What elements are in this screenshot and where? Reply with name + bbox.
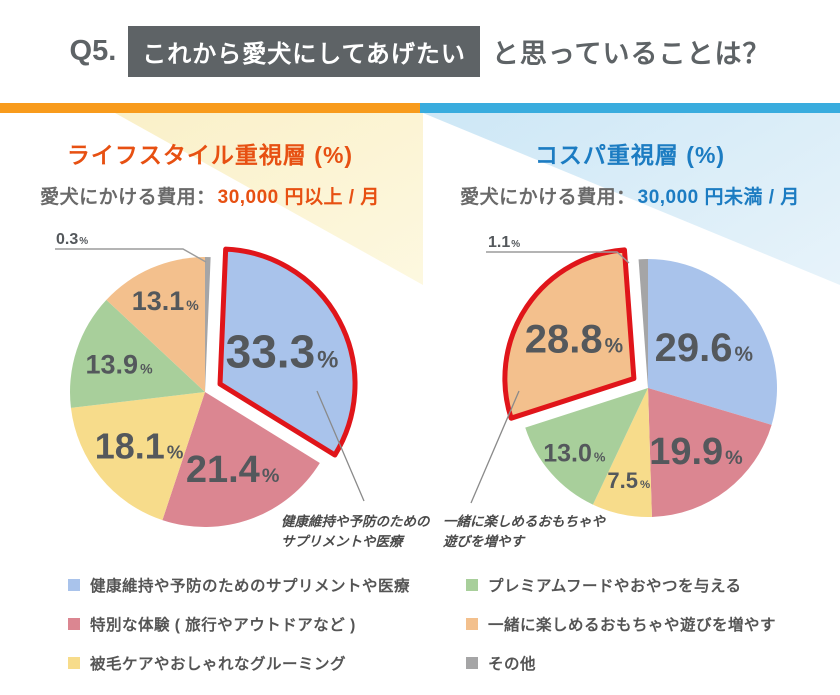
slice-value-label: 7.5%: [607, 468, 650, 493]
legend-label: 被毛ケアやおしゃれなグルーミング: [90, 656, 347, 673]
pie-slice: [205, 257, 211, 392]
legend-item: 健康維持や予防のためのサプリメントや医療: [68, 574, 410, 596]
subtitle-label: 愛犬にかける費用：: [460, 187, 636, 208]
slice-value-label: 13.1%: [132, 286, 200, 316]
legend-column-right: プレミアムフードやおやつを与える一緒に楽しめるおもちゃや遊びを増やす その他: [466, 574, 776, 691]
callout-line: [55, 248, 207, 263]
annotation-text: 遊びを増やす: [443, 534, 526, 549]
slice-value-label: 33.3%: [226, 326, 339, 378]
pie-chart-cospa: 29.6% 19.9 %7.5 %13.0 % 28.8% 1.1% 一緒に楽しめるおもちゃや…: [443, 234, 777, 549]
annotation-text: サプリメントや医療: [281, 534, 405, 549]
pie-slice: [70, 299, 205, 408]
pie-slice: [525, 388, 648, 505]
pie-slice: [648, 388, 772, 517]
subtitle-label: 愛犬にかける費用：: [40, 187, 216, 208]
cospa-chart-subtitle: 愛犬にかける費用： 30,000 円未満 / 月: [420, 182, 840, 209]
callout-value-label: 0.3%: [56, 231, 88, 248]
legend-column-left: 健康維持や予防のためのサプリメントや医療 特別な体験 ( 旅行やアウトドアなど )…: [68, 574, 410, 691]
slice-value-label: 13.9%: [86, 350, 154, 380]
legend-swatch: [466, 618, 478, 630]
legend-label: 健康維持や予防のためのサプリメントや医療: [90, 578, 411, 595]
legend-label: 特別な体験 ( 旅行やアウトドアなど ): [90, 617, 356, 634]
legend-swatch: [466, 579, 478, 591]
lifestyle-chart-header: ライフスタイル重視層 (%) 愛犬にかける費用： 30,000 円以上 / 月: [0, 136, 420, 209]
pie-slice: [592, 388, 652, 517]
slice-value-label: 18.1%: [95, 426, 184, 467]
pie-slice: [648, 259, 777, 425]
callout-value-label: 1.1%: [488, 234, 520, 251]
cospa-chart-title: コスパ重視層 (%): [534, 142, 726, 168]
legend-item: プレミアムフードやおやつを与える: [466, 574, 776, 596]
question-highlight: これから愛犬にしてあげたい: [128, 25, 480, 77]
legend-label: その他: [488, 656, 537, 673]
subtitle-value: 30,000 円以上 / 月: [217, 187, 380, 208]
pie-slice: [106, 257, 205, 392]
legend-swatch: [466, 657, 478, 669]
pie-slice: [502, 247, 637, 421]
legend-swatch: [68, 618, 80, 630]
cospa-chart-header: コスパ重視層 (%) 愛犬にかける費用： 30,000 円未満 / 月: [420, 136, 840, 209]
annotation-leader-line: [470, 390, 520, 504]
pie-slice: [70, 392, 205, 521]
legend-label: プレミアムフードやおやつを与える: [488, 578, 742, 595]
question-suffix: と思っていることは？: [491, 38, 771, 69]
lifestyle-chart-title: ライフスタイル重視層 (%): [66, 142, 354, 168]
slice-value-label: 29.6%: [655, 326, 753, 370]
legend-item: 特別な体験 ( 旅行やアウトドアなど ): [68, 613, 410, 635]
pie-slice: [162, 392, 320, 527]
legend-item: 被毛ケアやおしゃれなグルーミング: [68, 652, 410, 674]
lifestyle-chart-subtitle: 愛犬にかける費用： 30,000 円以上 / 月: [0, 182, 420, 209]
divider-bar-orange: [0, 103, 420, 113]
annotation-leader-line: [316, 390, 365, 502]
legend-swatch: [68, 579, 80, 591]
annotation-text: 一緒に楽しめるおもちゃや: [443, 514, 606, 529]
slice-value-label: 28.8%: [525, 318, 623, 362]
legend-label: 一緒に楽しめるおもちゃや遊びを増やす: [488, 617, 777, 634]
slice-value-label: 19.9%: [649, 431, 743, 473]
callout-line: [486, 251, 630, 264]
slice-value-label: 13.0%: [543, 440, 606, 468]
pie-chart-lifestyle: 0.3% 33.3% 21.4 %18.1 % 13.9 % 13.1 % 健康維持や予防のための…: [55, 231, 430, 549]
legend-item: その他: [466, 652, 776, 674]
pie-slice: [217, 246, 358, 458]
slice-value-label: 21.4%: [186, 449, 280, 491]
question-number: Q5.: [69, 34, 117, 67]
pie-slice: [638, 259, 648, 388]
annotation-text: 健康維持や予防のための: [281, 514, 430, 529]
question-title: Q5. これから愛犬にしてあげたい と思っていることは？: [0, 25, 840, 77]
legend-swatch: [68, 657, 80, 669]
divider-bar-blue: [420, 103, 840, 113]
subtitle-value: 30,000 円未満 / 月: [637, 187, 800, 208]
legend-item: 一緒に楽しめるおもちゃや遊びを増やす: [466, 613, 776, 635]
